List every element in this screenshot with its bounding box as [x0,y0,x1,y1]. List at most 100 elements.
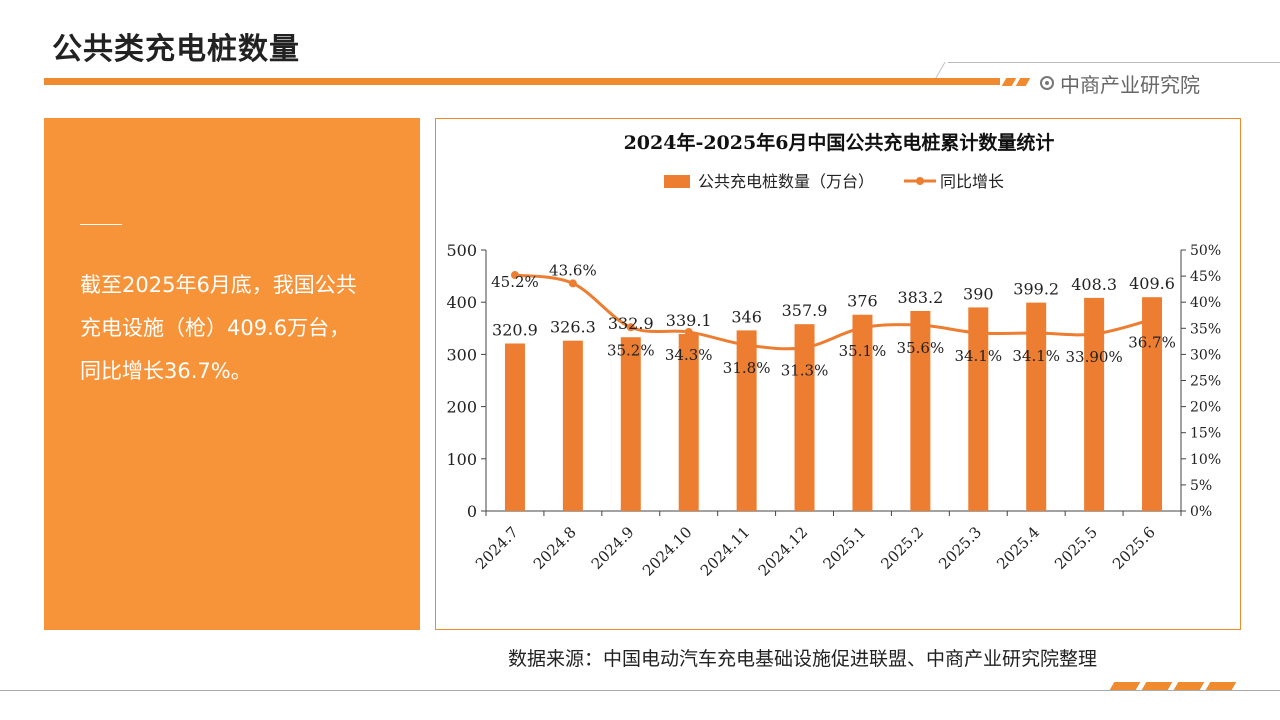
y-right-tick-label: 20% [1190,400,1221,416]
growth-point [858,323,867,332]
header-stripe [1001,78,1017,86]
growth-value-label: 45.2% [491,273,539,291]
growth-value-label: 35.1% [839,342,887,360]
bar-value-label: 339.1 [666,311,712,330]
y-right-tick-label: 15% [1190,426,1221,442]
y-left-tick-label: 200 [446,398,477,417]
x-category-label: 2024.12 [755,523,812,580]
y-left-tick-label: 100 [446,450,477,469]
y-left-tick-label: 300 [446,345,477,364]
bar-value-label: 376 [847,292,878,311]
growth-value-label: 35.6% [897,339,945,357]
y-right-tick-label: 30% [1190,347,1221,363]
legend-line-marker [916,177,924,185]
growth-value-label: 43.6% [549,261,597,279]
y-right-tick-label: 45% [1190,269,1221,285]
bar-value-label: 346 [731,307,762,326]
summary-line: 充电设施（枪）409.6万台， [80,316,351,340]
y-right-tick-label: 50% [1190,243,1221,259]
x-category-label: 2025.1 [819,523,869,573]
growth-point [1032,328,1041,337]
footer-stripe [1109,682,1141,690]
bar-value-label: 409.6 [1129,274,1175,293]
page-title: 公共类充电桩数量 [52,32,300,67]
growth-point [1148,315,1157,324]
bar [968,307,989,511]
footer-stripe [1141,682,1173,690]
header-stripe [1015,78,1031,86]
header-divider-slant [935,62,946,78]
brand-logo: 中商产业研究院 [1040,68,1200,98]
footer-stripe [1173,682,1205,690]
x-category-label: 2025.5 [1051,523,1101,573]
growth-value-label: 34.3% [665,346,713,364]
footer-line [0,690,1280,691]
y-left-tick-label: 500 [446,241,477,260]
growth-point [916,321,925,330]
x-category-label: 2025.2 [877,523,927,573]
bar [794,324,815,511]
bar-value-label: 408.3 [1071,275,1117,294]
growth-point [1090,330,1099,339]
bar-value-label: 390 [963,284,994,303]
legend-bar-swatch [664,175,690,188]
y-right-tick-label: 5% [1190,478,1212,494]
y-right-tick-label: 10% [1190,452,1221,468]
growth-point [684,327,693,336]
x-category-label: 2024.11 [697,523,754,580]
bar [1084,297,1105,511]
bar [736,330,757,511]
growth-value-label: 31.3% [781,362,829,380]
x-category-label: 2024.7 [472,523,522,573]
bar-value-label: 320.9 [492,320,538,339]
summary-panel: 截至2025年6月底，我国公共 充电设施（枪）409.6万台， 同比增长36.7… [44,118,420,630]
growth-point [742,341,751,350]
growth-point [800,343,809,352]
growth-point [510,271,519,280]
growth-value-label: 35.2% [607,341,655,359]
y-right-tick-label: 0% [1190,504,1212,520]
legend-line-label: 同比增长 [940,172,1004,191]
growth-point [974,328,983,337]
y-right-tick-label: 40% [1190,295,1221,311]
y-right-tick-label: 35% [1190,321,1221,337]
x-category-label: 2025.6 [1109,523,1159,573]
bar [910,310,931,511]
summary-text: 截至2025年6月底，我国公共 充电设施（枪）409.6万台， 同比增长36.7… [80,264,400,393]
x-category-label: 2025.3 [935,523,985,573]
growth-value-label: 36.7% [1128,333,1176,351]
header-divider-line [948,62,1280,63]
bar-value-label: 326.3 [550,318,596,337]
y-left-tick-label: 0 [467,502,477,521]
bar-value-label: 383.2 [897,288,943,307]
bar [678,333,699,511]
summary-line: 同比增长36.7%。 [80,359,252,383]
growth-point [568,279,577,288]
y-left-tick-label: 400 [446,293,477,312]
x-category-label: 2025.4 [993,523,1043,573]
bar [1026,302,1047,511]
bar-value-label: 332.9 [608,314,654,333]
legend-bar-label: 公共充电桩数量（万台） [698,172,874,191]
title-underline-bar [44,78,1000,85]
growth-value-label: 31.8% [723,359,771,377]
logo-target-icon [1040,76,1054,90]
logo-text: 中商产业研究院 [1060,72,1200,97]
bar [562,340,583,511]
growth-point [626,323,635,332]
bar-value-label: 357.9 [782,301,828,320]
growth-value-label: 34.1% [954,347,1002,365]
x-category-label: 2024.9 [588,523,638,573]
x-category-label: 2024.8 [530,523,580,573]
x-category-label: 2024.10 [639,523,696,580]
bar [620,337,641,511]
growth-value-label: 34.1% [1012,347,1060,365]
bar [852,314,873,511]
summary-dash [80,224,122,225]
growth-value-label: 33.90% [1066,348,1123,366]
summary-line: 截至2025年6月底，我国公共 [80,273,357,297]
chart-title: 2024年-2025年6月中国公共充电桩累计数量统计 [624,131,1055,154]
chart-frame: 2024年-2025年6月中国公共充电桩累计数量统计公共充电桩数量（万台） 同比增… [435,118,1241,630]
bar [1142,297,1163,511]
